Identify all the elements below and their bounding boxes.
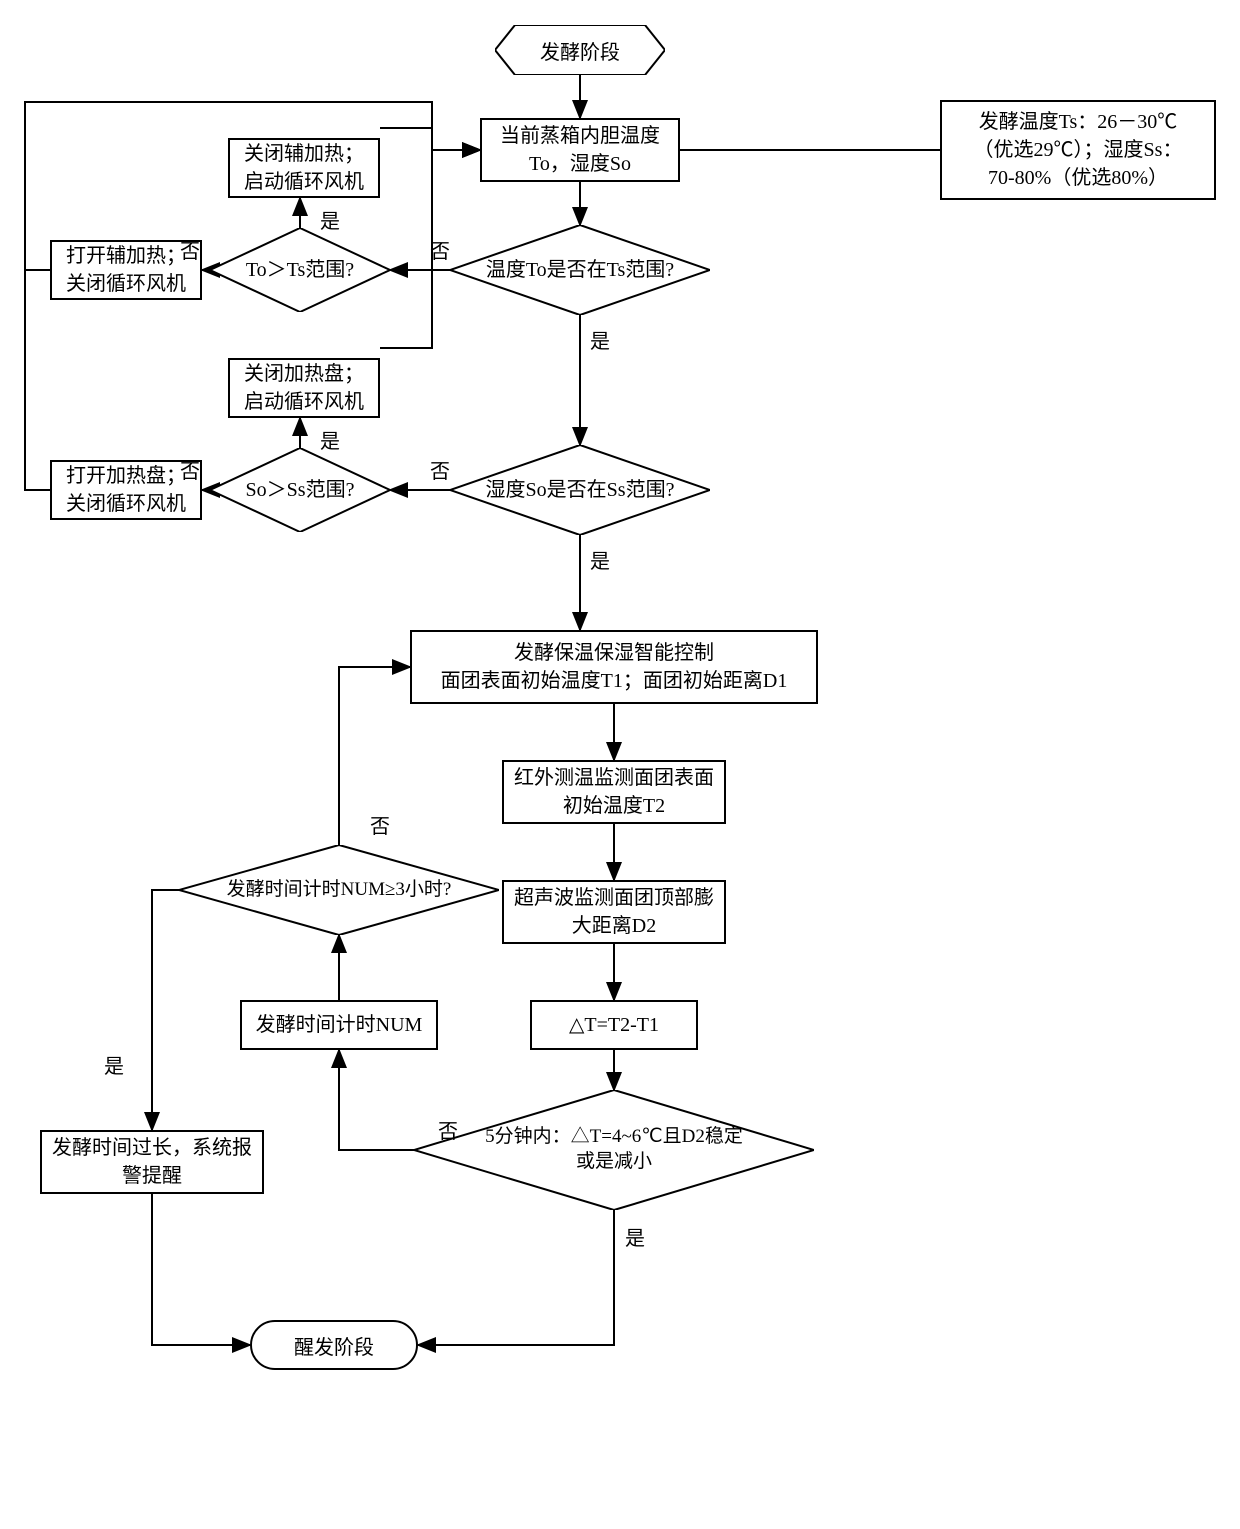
edge-label: 否 [180,455,200,484]
edge-label: 是 [104,1050,124,1079]
decision-delta-t: 5分钟内：△T=4~6℃且D2稳定 或是减小 [414,1090,814,1210]
num-text: 发酵时间计时NUM [256,1011,423,1039]
decision-num: 发酵时间计时NUM≥3小时? [179,845,499,935]
plate-off-text: 关闭加热盘； 启动循环风机 [244,360,364,416]
decision-temp-gt-text: To＞Ts范围? [246,257,354,283]
edge-label: 否 [370,810,390,839]
ir-text: 红外测温监测面团表面 初始温度T2 [514,764,714,820]
decision-temp-gt: To＞Ts范围? [210,228,390,312]
num-box: 发酵时间计时NUM [240,1000,438,1050]
end-label: 醒发阶段 [294,1331,374,1360]
plate-off-box: 关闭加热盘； 启动循环风机 [228,358,380,418]
decision-hum-gt-text: So＞Ss范围? [246,477,355,503]
delta-t-text: △T=T2-T1 [569,1011,659,1039]
decision-temp-range-text: 温度To是否在Ts范围? [486,257,674,283]
decision-hum-gt: So＞Ss范围? [210,448,390,532]
edge-label: 否 [430,455,450,484]
plate-on-text: 打开加热盘； 关闭循环风机 [66,462,186,518]
edge-label: 是 [590,545,610,574]
alarm-text: 发酵时间过长，系统报 警提醒 [52,1134,252,1190]
edge-label: 是 [320,205,340,234]
start-node: 发酵阶段 [495,25,665,75]
decision-num-text: 发酵时间计时NUM≥3小时? [227,878,452,903]
decision-hum-range-text: 湿度So是否在Ss范围? [486,477,675,503]
ultrasonic-text: 超声波监测面团顶部膨 大距离D2 [514,884,714,940]
read-text: 当前蒸箱内胆温度 To，湿度So [500,122,660,178]
aux-on-text: 打开辅加热； 关闭循环风机 [66,242,186,298]
edge-label: 否 [180,235,200,264]
ultrasonic-box: 超声波监测面团顶部膨 大距离D2 [502,880,726,944]
edge-label: 否 [438,1115,458,1144]
delta-t-box: △T=T2-T1 [530,1000,698,1050]
read-box: 当前蒸箱内胆温度 To，湿度So [480,118,680,182]
alarm-box: 发酵时间过长，系统报 警提醒 [40,1130,264,1194]
edge-label: 是 [320,425,340,454]
aux-off-text: 关闭辅加热； 启动循环风机 [244,140,364,196]
setpoint-text: 发酵温度Ts：26－30℃ （优选29℃）；湿度Ss： 70-80%（优选80%… [974,108,1183,192]
decision-hum-range: 湿度So是否在Ss范围? [450,445,710,535]
aux-off-box: 关闭辅加热； 启动循环风机 [228,138,380,198]
edge-label: 否 [430,235,450,264]
end-node: 醒发阶段 [250,1320,418,1370]
control-box: 发酵保温保湿智能控制 面团表面初始温度T1；面团初始距离D1 [410,630,818,704]
control-text: 发酵保温保湿智能控制 面团表面初始温度T1；面团初始距离D1 [441,639,788,695]
decision-temp-range: 温度To是否在Ts范围? [450,225,710,315]
edge-label: 是 [590,325,610,354]
start-label: 发酵阶段 [540,36,620,65]
ir-box: 红外测温监测面团表面 初始温度T2 [502,760,726,824]
edge-label: 是 [625,1222,645,1251]
setpoint-box: 发酵温度Ts：26－30℃ （优选29℃）；湿度Ss： 70-80%（优选80%… [940,100,1216,200]
decision-delta-t-text: 5分钟内：△T=4~6℃且D2稳定 或是减小 [485,1125,743,1174]
